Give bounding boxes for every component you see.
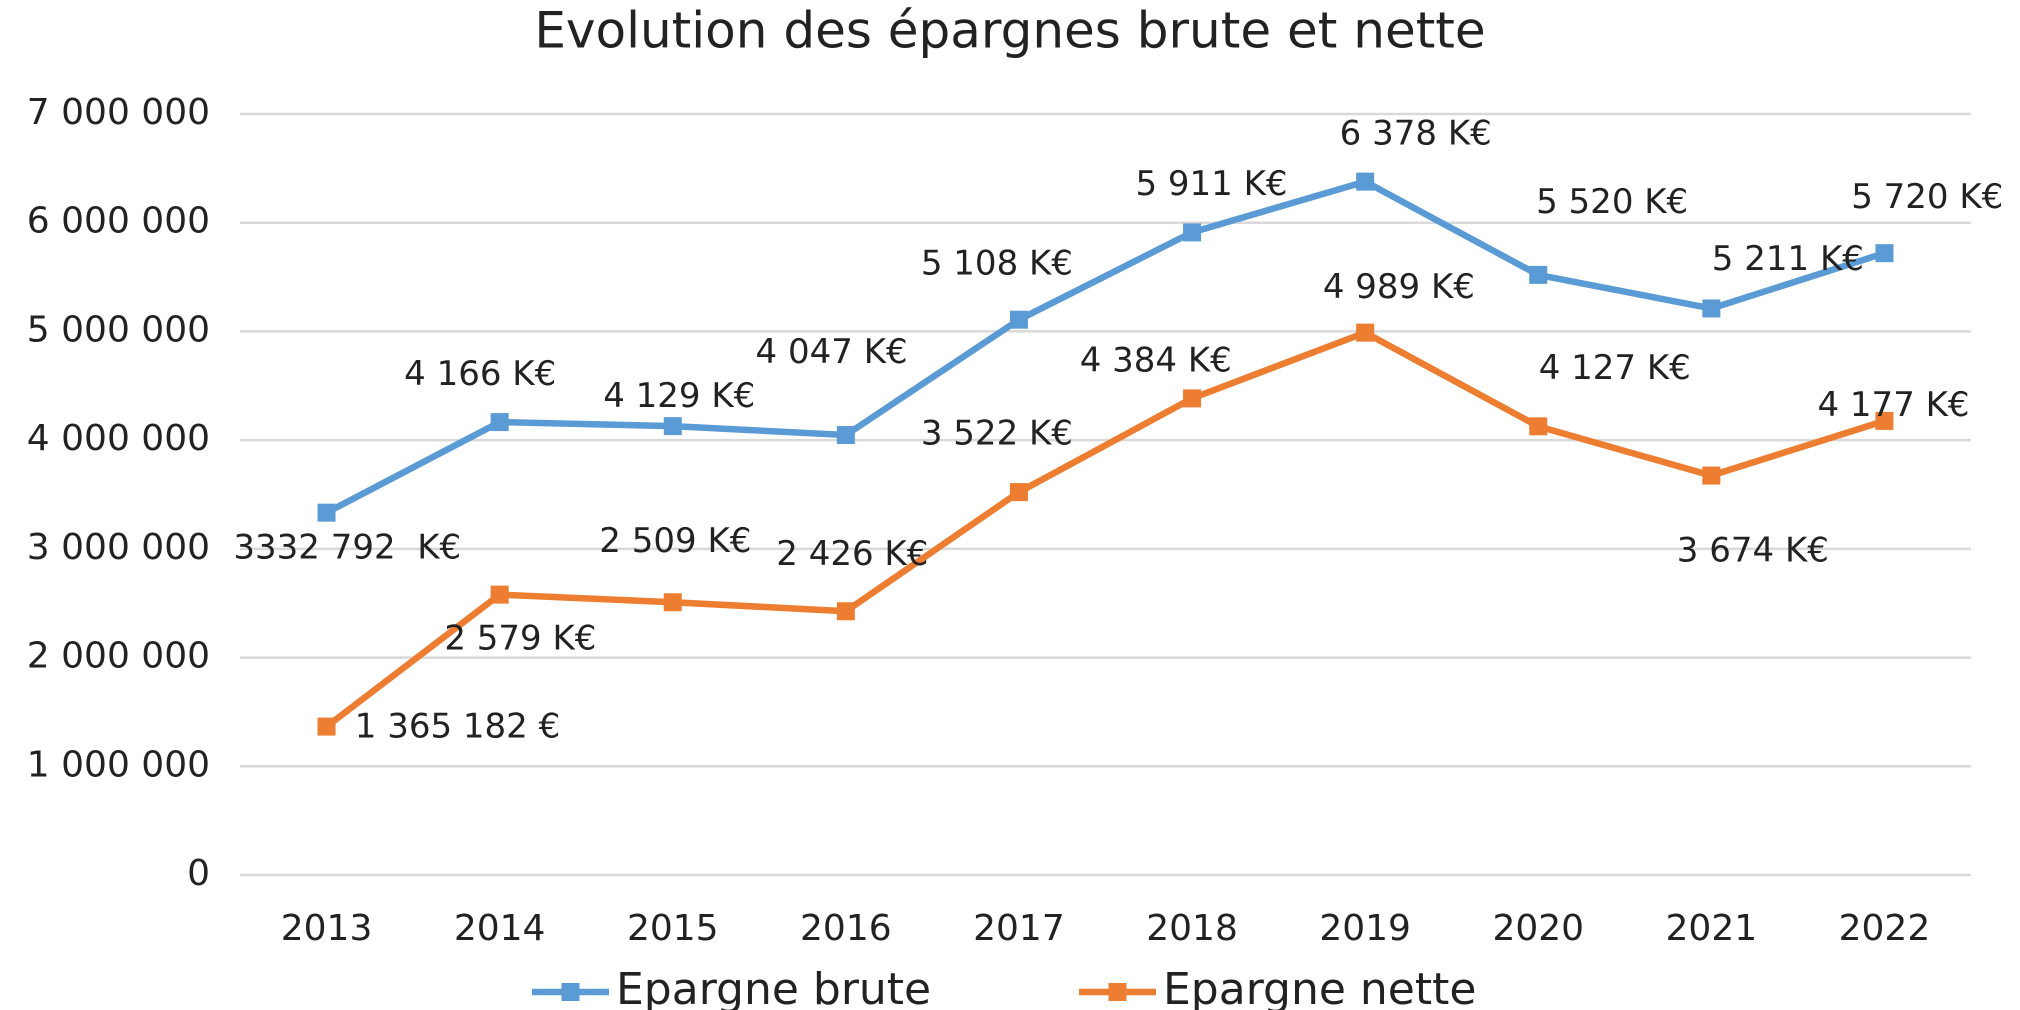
marker (1356, 172, 1375, 191)
marker (490, 413, 509, 432)
x-tick-label: 2013 (281, 908, 373, 949)
y-tick-label: 5 000 000 (27, 309, 210, 350)
marker (490, 585, 509, 604)
data-label: 3332 792 K€ (233, 527, 461, 567)
marker (1875, 411, 1894, 430)
data-label: 2 509 K€ (599, 521, 751, 561)
y-tick-label: 2 000 000 (27, 636, 210, 677)
series-line (325, 178, 1886, 516)
y-tick-label: 1 000 000 (27, 744, 210, 785)
x-tick-label: 2021 (1666, 908, 1758, 949)
marker (663, 417, 682, 436)
marker (1529, 417, 1548, 436)
data-label: 4 177 K€ (1817, 385, 1969, 425)
x-tick-label: 2022 (1839, 908, 1931, 949)
legend-marker (1108, 983, 1127, 1001)
chart-title: Evolution des épargnes brute et nette (534, 2, 1485, 60)
marker (836, 426, 855, 445)
y-tick-label: 4 000 000 (27, 418, 210, 459)
marker (1702, 466, 1721, 485)
x-tick-label: 2018 (1146, 908, 1238, 949)
data-label: 4 127 K€ (1539, 348, 1691, 388)
data-label: 4 384 K€ (1080, 341, 1232, 381)
y-tick-label: 3 000 000 (27, 527, 210, 568)
data-label: 5 520 K€ (1536, 182, 1688, 222)
data-label: 2 579 K€ (444, 619, 596, 659)
data-label: 4 166 K€ (404, 354, 556, 394)
marker (1356, 323, 1375, 342)
marker (1009, 483, 1028, 502)
marker (1183, 223, 1202, 242)
x-tick-label: 2017 (973, 908, 1065, 949)
marker (663, 593, 682, 612)
marker (317, 717, 336, 736)
data-label: 5 108 K€ (921, 244, 1073, 284)
marker (836, 602, 855, 621)
data-label: 4 129 K€ (603, 376, 755, 416)
series-line (324, 329, 1886, 730)
x-tick-label: 2016 (800, 908, 892, 949)
data-label: 3 522 K€ (921, 414, 1073, 454)
marker (1009, 310, 1028, 329)
data-label: 5 720 K€ (1851, 177, 2003, 217)
marker (317, 503, 336, 522)
x-tick-label: 2014 (454, 908, 546, 949)
x-tick-label: 2020 (1492, 908, 1584, 949)
legend-marker (561, 983, 580, 1001)
marker (1702, 299, 1721, 318)
y-tick-label: 6 000 000 (27, 201, 210, 242)
marker (1183, 389, 1202, 408)
x-tick-label: 2015 (627, 908, 719, 949)
data-label: 5 911 K€ (1135, 164, 1287, 204)
data-label: 6 378 K€ (1340, 113, 1492, 153)
data-label: 1 365 182 € (355, 706, 560, 746)
marker (1875, 244, 1894, 263)
y-tick-label: 7 000 000 (27, 92, 210, 133)
data-label: 5 211 K€ (1712, 239, 1864, 279)
marker (1529, 265, 1548, 284)
data-label: 3 674 K€ (1677, 531, 1829, 571)
y-tick-label: 0 (187, 853, 210, 894)
data-label: 2 426 K€ (776, 534, 928, 574)
data-label: 4 047 K€ (756, 332, 908, 372)
legend-label: Epargne nette (1163, 964, 1476, 1010)
legend-label: Epargne brute (616, 964, 931, 1010)
x-tick-label: 2019 (1319, 908, 1411, 949)
data-label: 4 989 K€ (1323, 267, 1475, 307)
